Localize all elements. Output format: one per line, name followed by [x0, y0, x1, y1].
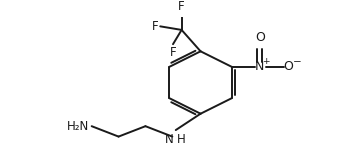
Text: N: N	[165, 133, 174, 146]
Text: −: −	[293, 57, 301, 67]
Text: O: O	[255, 31, 265, 44]
Text: F: F	[152, 20, 158, 33]
Text: N: N	[255, 60, 264, 73]
Text: +: +	[262, 57, 270, 66]
Text: F: F	[178, 0, 185, 13]
Text: H: H	[177, 133, 186, 146]
Text: O: O	[283, 60, 293, 73]
Text: H₂N: H₂N	[67, 120, 89, 133]
Text: F: F	[170, 46, 176, 59]
